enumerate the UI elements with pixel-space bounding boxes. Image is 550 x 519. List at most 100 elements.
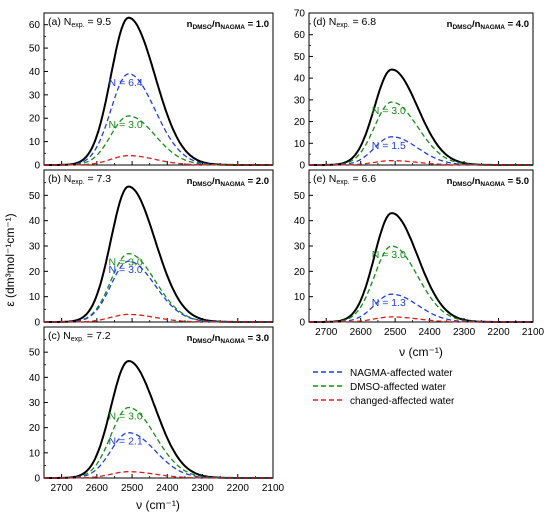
series-nagma-line	[44, 73, 273, 166]
panel-label: (b) Nexp. = 7.3	[48, 173, 111, 186]
panel-e: 0 10 20 30 40 50 2700 2600 2500 2400 2300 2200 2100 N…	[294, 169, 545, 338]
x-tick-label: 2500	[384, 327, 407, 338]
y-tick-label: 10	[294, 139, 306, 150]
series-dmso-label: N = 3.0	[372, 105, 406, 117]
ratio-part: DMSO	[192, 181, 212, 188]
series-total-line	[44, 16, 273, 166]
plot-frame	[308, 169, 534, 323]
ratio-part: /n	[472, 176, 481, 187]
n-exp-value: = 7.3	[85, 173, 112, 185]
y-tick-label: 30	[29, 242, 41, 253]
x-tick-label: 2500	[121, 483, 144, 494]
y-tick-label: 60	[29, 20, 41, 31]
panel-label: (a) Nexp. = 9.5	[48, 16, 111, 29]
x-tick-label: 2200	[227, 483, 250, 494]
y-tick-label: 0	[34, 318, 40, 329]
series-total-line	[309, 212, 533, 323]
ratio-part: = 2.0	[245, 176, 269, 187]
series-changed-line	[44, 471, 273, 479]
y-tick-label: 20	[29, 267, 41, 278]
panel-d: 0 10 20 30 40 50 60 70 N = 3.0 N = 1.5 (d) Nexp. =…	[294, 9, 534, 172]
y-tick-label: 50	[29, 44, 41, 55]
panel-letter: (b)	[48, 173, 61, 185]
series-dmso-line	[44, 406, 273, 479]
ratio-part: /n	[212, 19, 221, 30]
ratio-part: = 4.0	[505, 19, 529, 30]
legend-label: DMSO-affected water	[350, 382, 447, 393]
series-nagma-label: N = 3.0	[109, 264, 143, 276]
series-nagma-line	[309, 293, 533, 323]
n-exp-value: = 6.8	[350, 16, 377, 28]
x-tick-label: 2700	[315, 327, 338, 338]
y-tick-label: 20	[294, 267, 306, 278]
series-changed-line	[309, 316, 533, 323]
y-tick-label: 50	[29, 348, 41, 359]
ratio-part: n	[187, 176, 193, 187]
series-dmso-line	[44, 115, 273, 166]
series-nagma-line	[44, 260, 273, 323]
ratio-label: nDMSO/nNAGMA = 4.0	[447, 19, 529, 31]
n-symbol: N	[326, 16, 337, 28]
y-tick-label: 0	[299, 318, 305, 329]
ratio-part: = 5.0	[505, 176, 529, 187]
legend-label: changed-affected water	[350, 396, 455, 407]
n-subscript: exp.	[336, 179, 349, 186]
panel-letter: (e)	[313, 173, 326, 185]
n-exp-value: = 7.2	[84, 330, 111, 342]
series-total-line	[44, 359, 273, 479]
legend: NAGMA-affected water DMSO-affected water c…	[313, 368, 455, 407]
y-tick-label: 40	[29, 67, 41, 78]
series-dmso-label: N = 3.0	[372, 249, 406, 261]
x-axis-title-right: ν (cm⁻¹)	[399, 345, 443, 359]
ratio-part: n	[447, 176, 453, 187]
n-subscript: exp.	[71, 22, 84, 29]
panel-letter: (d)	[313, 16, 326, 28]
y-tick-label: 40	[29, 216, 41, 227]
ratio-label: nDMSO/nNAGMA = 5.0	[447, 176, 529, 188]
plot-frame	[43, 12, 274, 166]
ratio-part: DMSO	[452, 181, 472, 188]
y-tick-label: 40	[294, 74, 306, 85]
ratio-part: = 3.0	[245, 333, 269, 344]
panel-label: (d) Nexp. = 6.8	[313, 16, 376, 29]
series-changed-line	[44, 313, 273, 323]
y-tick-label: 20	[29, 423, 41, 434]
series-changed-line	[44, 154, 273, 166]
ratio-label: nDMSO/nNAGMA = 2.0	[187, 176, 269, 188]
y-tick-label: 40	[294, 216, 306, 227]
series-dmso-line	[309, 245, 533, 323]
series-nagma-line	[44, 432, 273, 479]
ratio-part: /n	[212, 176, 221, 187]
y-tick-label: 10	[294, 292, 306, 303]
x-tick-label: 2100	[262, 483, 285, 494]
series-changed-line	[309, 160, 533, 166]
plot-frame	[43, 169, 274, 323]
x-tick-label: 2200	[487, 327, 510, 338]
y-tick-label: 50	[29, 191, 41, 202]
n-subscript: exp.	[71, 179, 84, 186]
y-axis-title: ε (dm³mol⁻¹cm⁻¹)	[3, 213, 17, 306]
plot-frame	[308, 12, 534, 166]
y-tick-label: 30	[29, 398, 41, 409]
ratio-part: NAGMA	[220, 24, 245, 31]
x-tick-label: 2600	[350, 327, 373, 338]
ratio-part: NAGMA	[480, 181, 505, 188]
ratio-part: DMSO	[192, 24, 212, 31]
series-dmso-line	[44, 252, 273, 323]
ratio-label: nDMSO/nNAGMA = 1.0	[187, 19, 269, 31]
n-subscript: exp.	[336, 22, 349, 29]
x-tick-label: 2300	[453, 327, 476, 338]
panel-letter: (c)	[48, 330, 60, 342]
y-tick-label: 0	[34, 474, 40, 485]
series-nagma-label: N = 6.4	[109, 77, 143, 89]
ratio-part: /n	[212, 333, 221, 344]
series-nagma-label: N = 1.5	[372, 140, 406, 152]
y-tick-label: 20	[294, 117, 306, 128]
series-nagma-label: N = 1.3	[372, 297, 406, 309]
y-tick-label: 10	[29, 137, 41, 148]
series-dmso-label: N = 3.0	[109, 119, 143, 131]
n-symbol: N	[60, 330, 71, 342]
y-tick-label: 0	[299, 161, 305, 172]
ratio-part: n	[187, 19, 193, 30]
